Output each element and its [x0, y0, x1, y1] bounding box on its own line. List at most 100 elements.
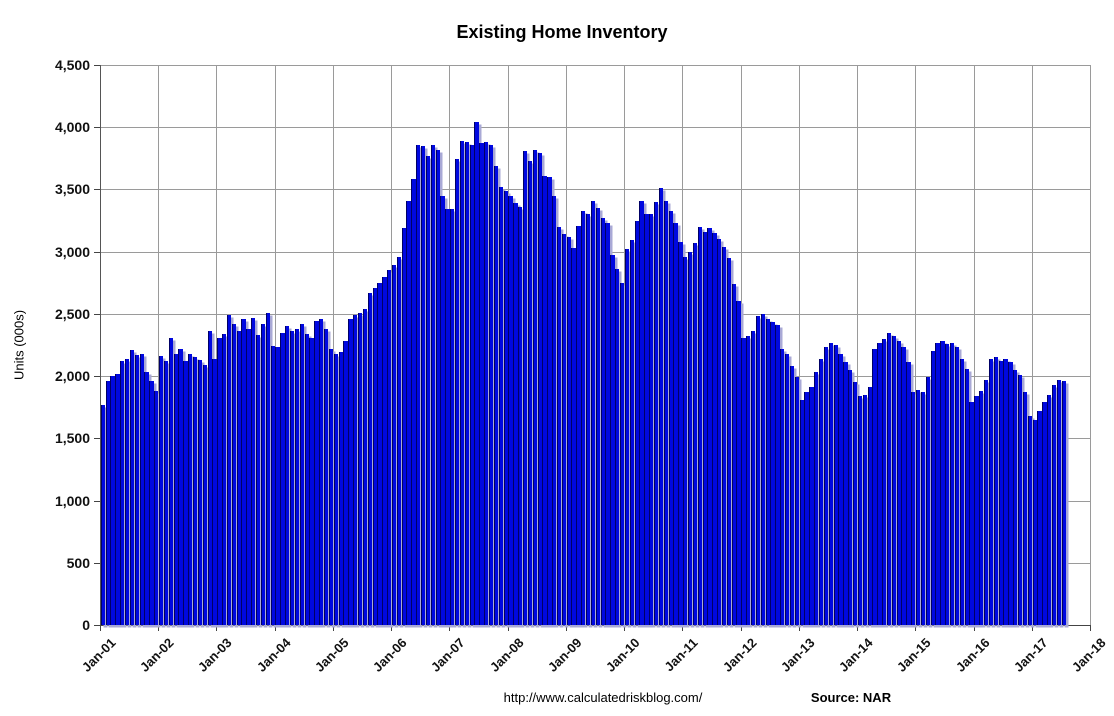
inventory-bar — [518, 206, 523, 625]
inventory-bar — [590, 200, 596, 625]
inventory-bar — [678, 241, 683, 625]
x-tick — [624, 626, 626, 631]
x-gridline — [915, 65, 917, 625]
x-gridline — [216, 65, 218, 625]
inventory-bar — [343, 341, 348, 625]
inventory-bar — [314, 321, 319, 625]
inventory-bar — [605, 223, 610, 625]
inventory-bar — [920, 392, 926, 625]
inventory-bar — [129, 349, 135, 625]
inventory-bar — [683, 256, 688, 625]
x-tick — [100, 626, 101, 631]
inventory-bar — [542, 175, 547, 625]
inventory-bar — [624, 249, 630, 625]
inventory-bar — [581, 210, 586, 625]
inventory-bar — [406, 200, 411, 625]
inventory-bar — [857, 396, 863, 625]
inventory-bar — [852, 382, 858, 625]
x-tick-label: Jan-03 — [195, 635, 236, 675]
chart-title: Existing Home Inventory — [456, 22, 668, 42]
inventory-bar — [425, 155, 431, 625]
y-tick — [94, 189, 100, 191]
inventory-bar — [760, 313, 766, 625]
inventory-bar — [649, 214, 654, 625]
x-tick-label: Jan-14 — [835, 635, 876, 675]
x-gridline — [449, 65, 451, 625]
y-gridline — [100, 65, 1090, 66]
inventory-bar — [532, 149, 537, 625]
inventory-bar — [979, 391, 984, 625]
y-tick — [94, 127, 100, 129]
x-gridline — [798, 65, 800, 625]
x-gridline — [565, 65, 567, 625]
inventory-bar — [125, 358, 130, 625]
inventory-bar — [1017, 374, 1023, 625]
inventory-bar — [251, 317, 256, 625]
inventory-bar — [100, 404, 106, 625]
inventory-bar — [653, 201, 659, 625]
inventory-bar — [988, 359, 994, 625]
inventory-bar — [508, 195, 513, 625]
inventory-bar — [843, 362, 848, 625]
inventory-bar — [916, 389, 921, 625]
inventory-bar — [299, 323, 305, 625]
y-gridline — [100, 127, 1090, 129]
inventory-bar — [634, 220, 639, 625]
inventory-bar — [717, 239, 722, 625]
inventory-bar — [1042, 402, 1047, 625]
x-gridline — [507, 65, 509, 625]
inventory-bar — [687, 251, 693, 625]
inventory-bar — [925, 377, 931, 625]
inventory-bar — [823, 347, 829, 625]
y-tick — [94, 313, 100, 315]
inventory-bar — [547, 177, 552, 625]
inventory-bar — [207, 331, 212, 625]
y-gridline — [100, 189, 1090, 191]
inventory-bar — [231, 323, 237, 625]
inventory-bar — [566, 236, 571, 625]
inventory-bar — [712, 233, 717, 625]
inventory-bar — [911, 392, 916, 625]
inventory-bar — [488, 144, 494, 625]
x-gridline — [740, 65, 742, 625]
x-tick-label: Jan-07 — [428, 635, 469, 675]
inventory-bar — [294, 328, 300, 625]
x-gridline — [1031, 65, 1033, 625]
inventory-bar — [503, 190, 508, 625]
inventory-bar — [357, 312, 363, 625]
x-gridline — [332, 65, 334, 625]
x-gridline — [682, 65, 684, 625]
inventory-bar — [1013, 369, 1018, 625]
x-gridline — [1090, 65, 1091, 625]
inventory-bar — [192, 357, 198, 625]
inventory-bar — [163, 361, 169, 625]
inventory-bar — [202, 364, 207, 625]
inventory-bar — [561, 234, 567, 625]
inventory-bar — [1003, 358, 1008, 625]
inventory-bar — [484, 142, 489, 625]
inventory-bar — [440, 195, 445, 625]
inventory-bar — [610, 255, 615, 625]
inventory-bar — [731, 284, 736, 625]
inventory-bar — [309, 337, 314, 625]
inventory-bar — [513, 203, 518, 625]
x-tick-label: Jan-05 — [311, 635, 352, 675]
inventory-bar — [265, 312, 271, 625]
inventory-bar — [173, 353, 178, 625]
inventory-bar — [498, 186, 503, 625]
inventory-bar — [726, 257, 732, 625]
x-tick-label: Jan-01 — [78, 635, 119, 675]
inventory-bar — [697, 226, 702, 625]
inventory-bar — [891, 336, 897, 625]
inventory-bar — [620, 282, 625, 625]
inventory-bar — [629, 240, 635, 625]
inventory-bar — [1056, 379, 1062, 625]
inventory-bar — [954, 347, 960, 625]
inventory-bar — [1037, 410, 1042, 625]
inventory-bar — [105, 381, 110, 625]
inventory-bar — [1047, 394, 1052, 625]
inventory-bar — [469, 144, 474, 625]
x-tick — [740, 626, 742, 631]
inventory-bar — [115, 373, 120, 625]
